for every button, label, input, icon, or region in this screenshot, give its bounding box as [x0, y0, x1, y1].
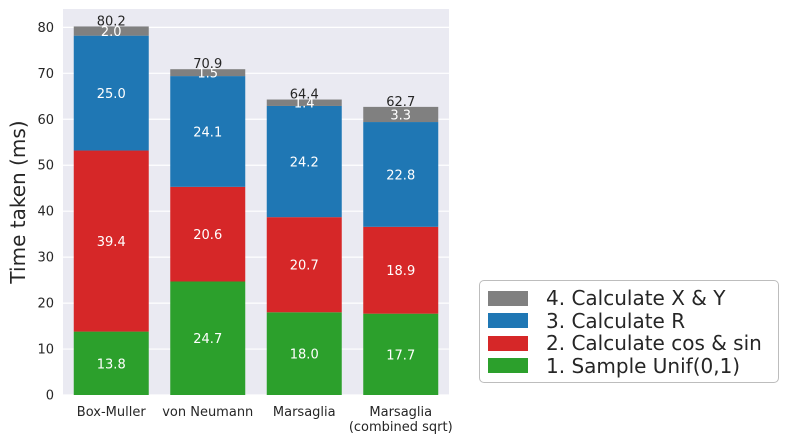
bar-segment	[73, 35, 149, 151]
segment-value-label: 17.7	[386, 348, 415, 363]
segment-value-label: 39.4	[97, 235, 126, 250]
legend-item-x-y: 4. Calculate X & Y	[488, 286, 778, 311]
legend-item-cos-sin: 2. Calculate cos & sin	[488, 331, 778, 356]
bar-segment	[363, 313, 439, 395]
total-value-label: 70.9	[193, 57, 222, 72]
x-tick-label: von Neumann	[162, 405, 253, 420]
legend-label: 2. Calculate cos & sin	[546, 331, 762, 356]
legend-item-r: 3. Calculate R	[488, 308, 778, 333]
segment-value-label: 24.2	[290, 156, 319, 171]
bar-segment	[170, 69, 246, 77]
segment-value-label: 20.7	[290, 259, 319, 274]
segment-value-label: 1.5	[197, 67, 218, 82]
segment-value-label: 22.8	[386, 168, 415, 183]
y-tick-label: 0	[46, 389, 54, 404]
x-tick-label: Marsaglia	[369, 405, 432, 420]
bar-segment	[363, 122, 439, 227]
legend-swatch	[488, 313, 528, 329]
y-tick-label: 20	[37, 297, 54, 312]
y-tick-label: 60	[37, 113, 54, 128]
segment-value-label: 24.7	[193, 332, 222, 347]
bar-segment	[170, 186, 246, 282]
bar-segment	[170, 76, 246, 187]
bar-segment	[266, 105, 342, 218]
total-value-label: 80.2	[97, 14, 126, 29]
total-value-label: 64.4	[290, 88, 319, 103]
bar-segment	[170, 281, 246, 395]
segment-value-label: 13.8	[97, 357, 126, 372]
bar-segment	[363, 106, 439, 123]
y-tick-label: 40	[37, 205, 54, 220]
bar-segment	[73, 26, 149, 36]
x-tick-label: Marsaglia	[273, 405, 336, 420]
segment-value-label: 25.0	[97, 87, 126, 102]
legend-swatch	[488, 290, 528, 306]
total-value-label: 62.7	[386, 95, 415, 110]
segment-value-label: 2.0	[101, 25, 122, 40]
bar-segment	[73, 150, 149, 332]
legend-swatch	[488, 335, 528, 351]
x-tick-label: Box-Muller	[77, 405, 147, 420]
bar-segment	[266, 312, 342, 395]
bar-segment	[266, 217, 342, 313]
y-tick-label: 70	[37, 67, 54, 82]
segment-value-label: 24.1	[193, 125, 222, 140]
segment-value-label: 1.4	[294, 97, 315, 112]
bar-segment	[363, 226, 439, 314]
segment-value-label: 18.9	[386, 264, 415, 279]
legend-swatch	[488, 358, 528, 374]
legend-label: 4. Calculate X & Y	[546, 286, 726, 311]
segment-value-label: 18.0	[290, 348, 319, 363]
legend-item-unif: 1. Sample Unif(0,1)	[488, 353, 778, 378]
x-tick-label: (combined sqrt)	[349, 420, 453, 435]
legend-label: 3. Calculate R	[546, 308, 686, 333]
segment-value-label: 3.3	[390, 108, 411, 123]
y-tick-label: 10	[37, 343, 54, 358]
chart-legend: 4. Calculate X & Y 3. Calculate R 2. Cal…	[479, 280, 779, 383]
y-tick-label: 50	[37, 159, 54, 174]
bar-segment	[266, 99, 342, 106]
bar-segment	[73, 331, 149, 395]
y-tick-label: 80	[37, 21, 54, 36]
y-axis-label: Time taken (ms)	[6, 120, 30, 284]
y-tick-label: 30	[37, 251, 54, 266]
legend-label: 1. Sample Unif(0,1)	[546, 353, 741, 378]
segment-value-label: 20.6	[193, 228, 222, 243]
